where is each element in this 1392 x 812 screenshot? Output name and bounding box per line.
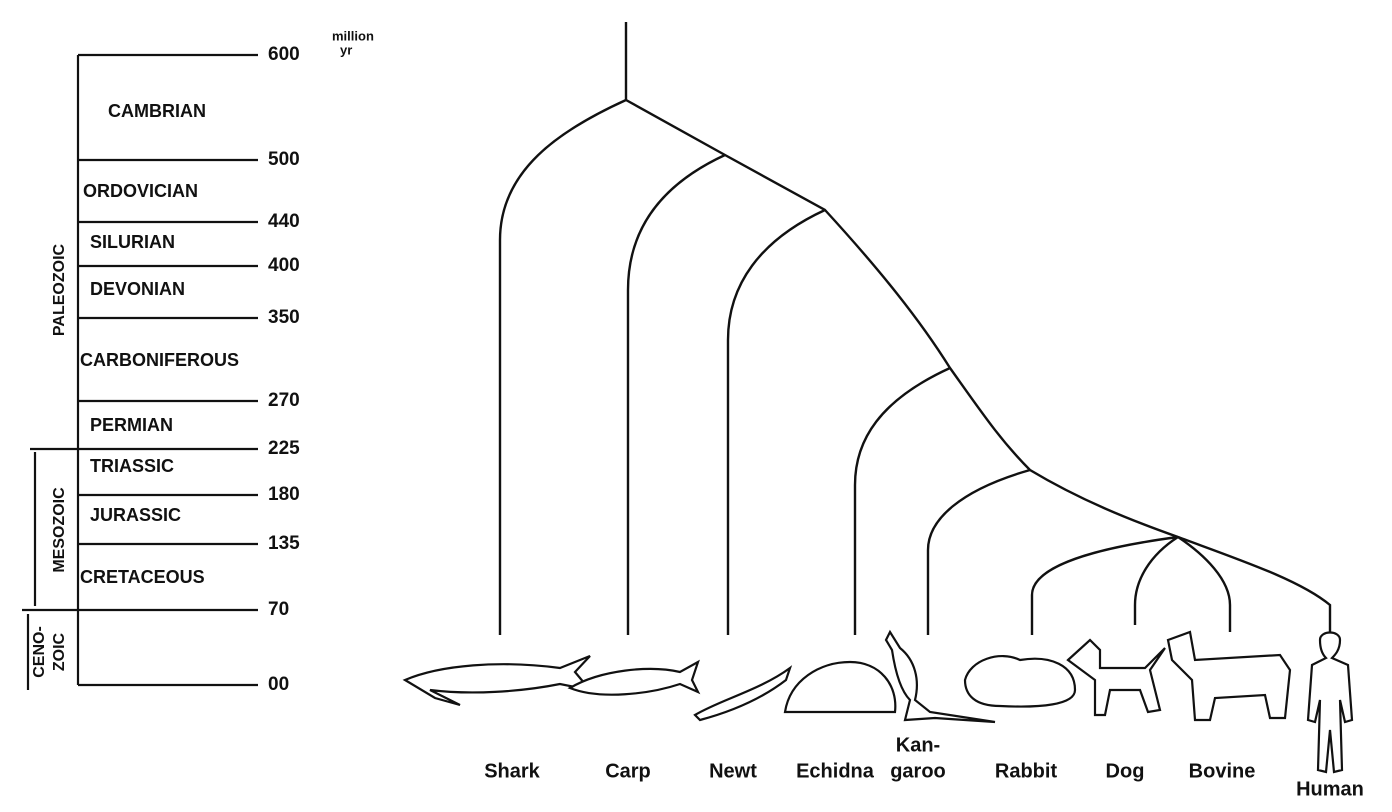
period-label: DEVONIAN	[90, 279, 185, 299]
echidna-icon	[783, 660, 897, 714]
branch	[1177, 536, 1232, 632]
tick-label: 00	[268, 674, 289, 695]
unit-label: yr	[340, 42, 352, 57]
tick-label: 135	[268, 533, 300, 554]
period-label: SILURIAN	[90, 232, 175, 252]
dog-icon	[1066, 638, 1166, 717]
branch	[853, 366, 951, 635]
taxon-label: Echidna	[796, 760, 875, 782]
tick-label: 270	[268, 390, 300, 411]
tick-label: 500	[268, 149, 300, 170]
taxon-label: Kan-	[896, 734, 940, 756]
era-label: ZOIC	[51, 632, 68, 671]
labels: million yr PALEOZOIC MESOZOIC CENO- ZOIC	[31, 28, 374, 677]
tick-label: 440	[268, 211, 300, 232]
branch	[1030, 535, 1179, 635]
animals	[402, 629, 1354, 774]
era-label: CENO-	[31, 626, 48, 678]
timescale	[22, 55, 80, 690]
era-label: PALEOZOIC	[51, 243, 68, 336]
branch	[498, 98, 627, 635]
tick-label: 70	[268, 599, 289, 620]
period-label: ORDOVICIAN	[83, 181, 198, 201]
tick-label: 600	[268, 44, 300, 65]
human-icon	[1306, 631, 1354, 774]
taxon-label: Newt	[709, 760, 757, 782]
period-label: CARBONIFEROUS	[80, 350, 239, 370]
period-label: JURASSIC	[90, 505, 181, 525]
carp-icon	[567, 659, 701, 696]
rabbit-icon	[963, 655, 1077, 708]
tick-label: 400	[268, 255, 300, 276]
bovine-icon	[1166, 630, 1292, 722]
branch	[726, 208, 826, 635]
unit-label: million	[332, 28, 374, 43]
kangaroo-icon	[884, 629, 996, 724]
tree	[498, 22, 1332, 635]
period-label: CAMBRIAN	[108, 101, 206, 121]
taxon-label: garoo	[890, 760, 946, 782]
main-branch	[625, 98, 1332, 635]
branch	[626, 153, 726, 635]
tick-label: 180	[268, 484, 300, 505]
taxon-label: Carp	[605, 760, 651, 782]
taxon-label: Human	[1296, 778, 1364, 800]
branch	[926, 468, 1031, 635]
taxon-label: Shark	[484, 760, 540, 782]
shark-icon	[402, 654, 593, 707]
branch	[1133, 535, 1179, 625]
era-label: MESOZOIC	[51, 487, 68, 573]
taxon-label: Rabbit	[995, 760, 1058, 782]
tick-label: 225	[268, 438, 300, 459]
taxon-label: Bovine	[1189, 760, 1256, 782]
newt-icon	[693, 665, 793, 722]
period-label: CRETACEOUS	[80, 567, 205, 587]
period-label: PERMIAN	[90, 415, 173, 435]
tick-label: 350	[268, 307, 300, 328]
period-label: TRIASSIC	[90, 456, 174, 476]
taxon-label: Dog	[1106, 760, 1145, 782]
